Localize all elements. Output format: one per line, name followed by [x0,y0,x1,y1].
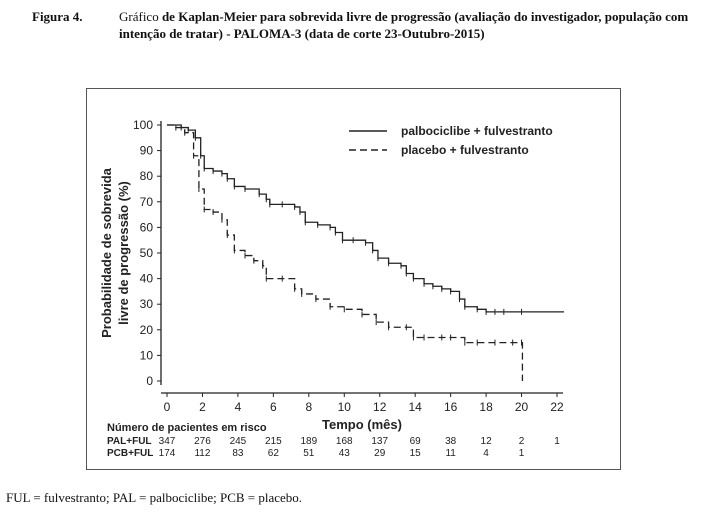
risk-row-label: PCB+FUL [107,448,153,459]
y-tick-label: 80 [140,169,154,183]
risk-count: 12 [481,436,493,447]
y-tick-label: 40 [140,272,154,286]
figure-label: Figura 4. [32,9,83,24]
x-tick-label: 4 [235,400,242,414]
risk-count: 245 [230,436,247,447]
risk-count: 15 [410,448,422,459]
risk-count: 43 [339,448,351,459]
series-line-2 [167,124,524,381]
figure-caption-text: Gráfico de Kaplan-Meier para sobrevida l… [119,8,709,42]
risk-count: 1 [519,448,525,459]
x-tick-label: 2 [199,400,206,414]
x-tick-label: 10 [338,400,352,414]
caption-bold-text: de Kaplan-Meier para sobrevida livre de … [119,9,689,41]
caption-prefix: Gráfico [119,9,159,24]
chart-frame: 0 10 20 30 40 50 60 70 80 90 100 0 2 4 6 8 10 12 14 16 18 20 2… [86,88,621,470]
x-tick-label: 20 [515,400,529,414]
y-tick-label: 0 [146,374,153,388]
risk-row-label: PAL+FUL [107,436,152,447]
risk-count: 83 [232,448,244,459]
x-tick-label: 0 [164,400,171,414]
risk-count: 69 [410,436,422,447]
risk-count: 215 [265,436,282,447]
x-axis-title: Tempo (mês) [322,417,402,432]
risk-count: 2 [519,436,525,447]
risk-table-title: Número de pacientes em risco [107,422,267,434]
risk-count: 62 [268,448,280,459]
x-tick-label: 14 [409,400,423,414]
risk-count: 38 [445,436,457,447]
y-tick-label: 10 [140,348,154,362]
risk-count: 51 [303,448,315,459]
y-tick-label: 60 [140,220,154,234]
x-tick-label: 18 [479,400,493,414]
y-axis-title: Probabilidade de sobrevida livre de progr… [99,167,131,338]
y-axis-title-line2: livre de progressão (%) [116,181,131,325]
y-tick-label: 30 [140,297,154,311]
chart-axes: 0 10 20 30 40 50 60 70 80 90 100 0 2 4 6 8 10 12 14 16 18 20 2… [99,118,564,432]
risk-count: 112 [194,448,210,459]
y-tick-label: 90 [140,144,154,158]
x-tick-label: 8 [305,400,312,414]
y-tick-label: 50 [140,246,154,260]
risk-table: Número de pacientes em risco PAL+FUL 347 27… [107,422,560,459]
x-tick-label: 12 [373,400,387,414]
risk-count: 4 [483,448,489,459]
risk-count: 276 [194,436,211,447]
chart-curves [167,124,565,381]
risk-count: 174 [159,448,176,459]
y-tick-label: 100 [133,118,153,132]
legend-label-2: placebo + fulvestranto [401,143,529,157]
risk-count: 137 [371,436,388,447]
legend-label-1: palbociclibe + fulvestranto [401,124,553,138]
risk-count: 189 [300,436,317,447]
risk-count: 347 [159,436,176,447]
y-tick-label: 70 [140,195,154,209]
x-tick-label: 6 [270,400,277,414]
risk-count: 29 [374,448,386,459]
y-tick-label: 20 [140,323,154,337]
y-axis-title-line1: Probabilidade de sobrevida [99,167,114,338]
x-tick-label: 16 [444,400,458,414]
x-tick-label: 22 [550,400,564,414]
chart-legend: palbociclibe + fulvestranto placebo + ful… [349,124,553,157]
footnote: FUL = fulvestranto; PAL = palbociclibe; … [6,490,303,505]
risk-count: 168 [336,436,353,447]
risk-count: 1 [554,436,560,447]
risk-count: 11 [445,448,456,459]
